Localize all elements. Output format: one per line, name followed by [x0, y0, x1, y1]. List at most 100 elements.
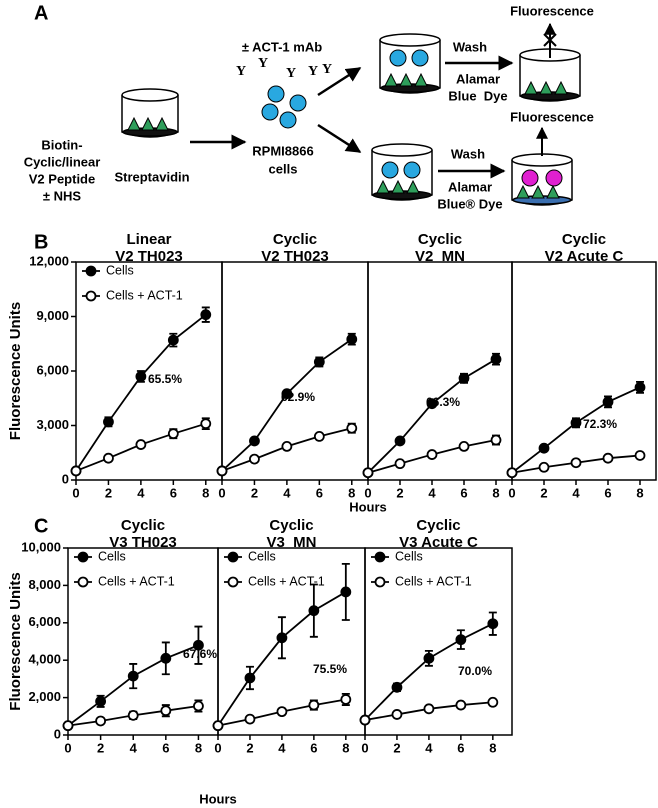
plot-frame [364, 547, 513, 736]
data-point [167, 428, 179, 440]
data-point [276, 706, 288, 718]
wash-label: Wash [453, 39, 487, 54]
well-upper-left [379, 33, 441, 94]
x-tick-label: 6 [170, 485, 177, 500]
x-tick-label: 0 [214, 740, 221, 755]
panel-title: V2 TH023 [261, 248, 329, 265]
x-tick-label: 0 [508, 485, 515, 500]
data-point [249, 453, 260, 465]
legend-label: Cells [98, 549, 126, 563]
data-point [160, 652, 172, 664]
x-tick-label: 4 [137, 485, 145, 500]
x-tick-label: 8 [489, 740, 496, 755]
data-point [193, 639, 204, 651]
data-point [313, 356, 325, 368]
annotation: 72.3% [583, 417, 617, 431]
panel-title: Cyclic [418, 231, 462, 248]
legend-marker [227, 551, 239, 563]
cells-label: cells [269, 161, 298, 176]
peptide-text: Biotin- [41, 137, 82, 152]
data-point [281, 388, 293, 400]
data-point [394, 458, 406, 470]
annotation: 70.0% [458, 664, 492, 678]
panel-letter: B [34, 231, 48, 253]
data-point [244, 672, 256, 684]
plate-label: Streptavidin [114, 169, 189, 184]
data-point [216, 465, 228, 477]
data-point [570, 457, 582, 469]
data-point [95, 715, 107, 727]
dye-label: Blue Dye [448, 88, 507, 103]
legend-label: Cells + ACT-1 [98, 574, 175, 588]
x-tick-label: 4 [278, 740, 286, 755]
legend-marker [374, 551, 386, 563]
panel-title: V2 TH023 [115, 248, 183, 265]
data-point [249, 435, 260, 447]
y-tick-label: 6,000 [36, 362, 69, 377]
panel-title: V3 TH023 [109, 534, 177, 551]
x-tick-label: 8 [348, 485, 355, 500]
wash-label: Wash [451, 146, 485, 161]
legend-marker [85, 265, 97, 277]
y-axis-label: Fluorescence Units [7, 572, 24, 710]
data-point [70, 465, 82, 477]
well-lower-right [511, 126, 573, 206]
y-tick-label: 2,000 [28, 689, 61, 704]
panel-title: V2 MN [415, 248, 465, 265]
data-point [634, 381, 646, 393]
data-point [538, 461, 550, 473]
x-tick-label: 4 [130, 740, 138, 755]
svg-text:Y: Y [236, 64, 246, 79]
data-point [276, 632, 288, 644]
data-point [391, 709, 403, 720]
data-point [394, 435, 406, 447]
data-point [423, 703, 435, 715]
data-point [458, 372, 470, 384]
data-point [135, 371, 147, 382]
panel-title: V3 Acute C [399, 534, 478, 551]
data-point [127, 670, 139, 682]
plot-frame [221, 261, 369, 481]
x-tick-label: 2 [105, 485, 112, 500]
data-point [359, 714, 371, 726]
x-tick-label: 0 [72, 485, 79, 500]
well-upper-right [519, 22, 581, 102]
cells-icon [261, 85, 307, 129]
data-point [212, 720, 224, 732]
data-point [426, 449, 438, 460]
x-tick-label: 8 [636, 485, 643, 500]
svg-text:Y: Y [308, 64, 318, 79]
data-point [200, 309, 212, 321]
x-tick-label: 8 [492, 485, 499, 500]
x-tick-label: 2 [540, 485, 547, 500]
cells-label: RPMI8866 [252, 143, 313, 158]
data-point [538, 442, 550, 454]
data-point [506, 467, 518, 479]
y-tick-label: 6,000 [28, 614, 61, 629]
y-tick-label: 0 [62, 471, 69, 486]
panel-title: Cyclic [121, 517, 165, 534]
y-tick-label: 9,000 [36, 308, 69, 323]
y-axis-label: Fluorescence Units [7, 302, 24, 440]
x-tick-label: 0 [364, 485, 371, 500]
plate-icon [121, 88, 179, 138]
legend-label: Cells [248, 549, 276, 563]
data-point [340, 586, 352, 598]
data-point [244, 713, 256, 725]
peptide-text: V2 Peptide [29, 171, 95, 186]
svg-text:Y: Y [286, 66, 296, 81]
data-point [308, 699, 320, 711]
x-tick-label: 8 [195, 740, 202, 755]
data-point [160, 705, 172, 717]
x-axis-label: Hours [349, 499, 387, 514]
x-tick-label: 4 [425, 740, 433, 755]
data-point [602, 396, 614, 408]
data-point [490, 353, 502, 365]
y-tick-label: 3,000 [36, 417, 69, 432]
readout-label: Fluorescence [510, 3, 594, 18]
